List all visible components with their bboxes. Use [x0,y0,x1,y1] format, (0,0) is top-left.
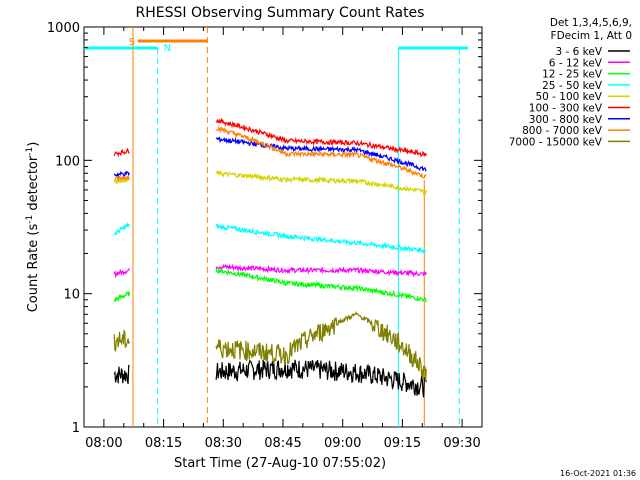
y-tick-label: 10 [63,288,80,303]
series [113,117,427,158]
series-line [216,117,427,158]
plot-frame [83,26,483,428]
series-line [113,268,130,279]
series-line [215,267,427,303]
legend-item-label: 50 - 100 keV [535,91,602,103]
series-line [215,125,427,179]
series-line [113,147,130,158]
series [113,169,427,196]
x-tick-label: 08:30 [205,436,242,451]
legend: Det 1,3,4,5,6,9, FDecim 1, Att 0 3 - 6 k… [509,17,632,148]
series-line [113,329,130,353]
series-line [215,263,427,278]
x-tick-label: 09:00 [324,436,361,451]
y-tick-label: 1000 [47,21,80,36]
legend-item-label: 3 - 6 keV [555,46,602,58]
series [113,310,427,382]
night-flag-label: N [164,43,171,54]
series-line [215,136,427,172]
series-line [113,290,130,303]
saa-flag-label: S [129,37,135,48]
series-line [215,359,427,398]
y-tick-label: 1 [72,421,80,436]
legend-item-label: 800 - 7000 keV [522,125,603,137]
x-axis-label: Start Time (27-Aug-10 07:55:02) [174,456,386,471]
series-line [114,174,130,183]
series [113,263,427,279]
legend-item-label: 300 - 800 keV [529,114,603,126]
series-line [114,221,130,237]
legend-item-label: 12 - 25 keV [542,69,603,81]
series [114,125,427,183]
series [113,267,427,303]
observing-flags: SN [84,27,468,427]
legend-item-label: 7000 - 15000 keV [509,136,603,148]
legend-item-label: 100 - 300 keV [529,103,603,115]
legend-header-line-1: Det 1,3,4,5,6,9, [550,17,632,29]
x-axis: 08:00 08:15 08:30 08:45 09:00 09:15 09:30 [83,27,483,451]
y-axis: 1 10 100 1000 [47,21,482,436]
footer-date: 16-Oct-2021 01:36 [560,469,636,478]
x-tick-label: 08:45 [264,436,301,451]
series-layer [113,117,427,398]
legend-item-label: 6 - 12 keV [549,57,603,69]
legend-item-label: 25 - 50 keV [542,80,603,92]
chart-title: RHESSI Observing Summary Count Rates [136,5,425,21]
x-tick-label: 09:30 [443,436,480,451]
series-line [113,364,130,385]
y-tick-label: 100 [55,154,80,169]
series-line [215,310,427,382]
y-axis-label: Count Rate (s-1 detector-1) [25,142,41,313]
series [113,359,427,398]
series [114,221,427,255]
series-line [215,222,427,255]
x-tick-label: 09:15 [384,436,421,451]
x-tick-label: 08:00 [85,436,122,451]
series-line [113,170,130,178]
series-line [215,169,427,196]
series [113,136,427,178]
x-tick-label: 08:15 [145,436,182,451]
legend-header-line-2: FDecim 1, Att 0 [551,30,632,42]
